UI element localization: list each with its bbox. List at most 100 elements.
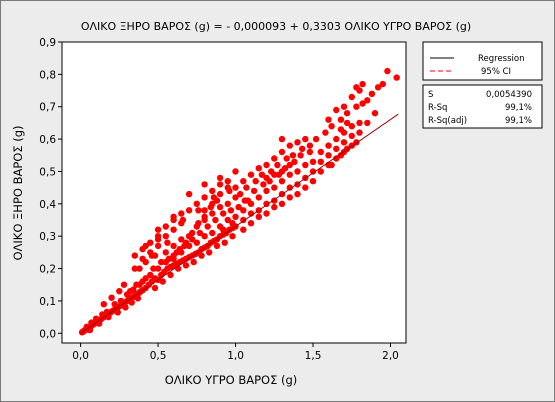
data-point <box>356 119 363 127</box>
data-point <box>302 161 309 169</box>
data-point <box>127 288 134 295</box>
legend-box <box>422 41 543 81</box>
data-point <box>299 145 306 152</box>
data-point <box>309 158 317 165</box>
data-point <box>147 239 154 246</box>
data-point <box>271 171 278 178</box>
data-point <box>213 197 221 204</box>
data-point <box>255 194 262 201</box>
data-point <box>241 197 248 204</box>
y-tick-label: 0,7 <box>39 102 56 114</box>
data-point <box>159 278 166 285</box>
data-point <box>240 207 247 214</box>
data-point <box>189 229 196 237</box>
data-point <box>154 236 162 243</box>
data-point <box>252 178 259 185</box>
data-point <box>328 123 335 130</box>
data-point <box>216 190 224 198</box>
data-point <box>274 161 281 169</box>
data-point <box>178 236 185 243</box>
data-point <box>247 220 255 227</box>
data-point <box>162 223 169 230</box>
y-tick-label: 0,3 <box>39 231 56 243</box>
data-point <box>209 210 216 217</box>
data-point <box>204 223 211 230</box>
data-point <box>195 220 202 227</box>
data-point <box>302 135 309 143</box>
data-point <box>142 242 149 250</box>
data-point <box>227 207 235 214</box>
data-point <box>232 168 239 175</box>
data-point <box>201 213 208 220</box>
data-point <box>182 262 190 269</box>
stats-rsq-label: R-Sq <box>428 103 447 113</box>
data-point <box>353 103 360 110</box>
stats-rsq-value: 99,1% <box>505 103 532 113</box>
data-point <box>343 110 351 117</box>
data-point <box>271 203 278 211</box>
data-point <box>216 181 224 188</box>
y-axis-label: ΟΛΙΚΟ ΞΗΡΟ ΒΑΡΟΣ (g) <box>11 125 25 260</box>
data-point <box>286 171 293 178</box>
data-point <box>131 252 138 259</box>
data-point <box>116 288 123 295</box>
data-point <box>220 210 227 217</box>
data-point <box>134 295 142 302</box>
data-point <box>100 301 108 308</box>
data-point <box>393 74 400 81</box>
data-point <box>165 255 173 262</box>
data-point <box>317 168 324 175</box>
data-point <box>333 145 340 152</box>
data-point <box>185 190 193 198</box>
data-point <box>278 178 286 185</box>
data-point <box>309 178 317 185</box>
data-point <box>291 158 298 165</box>
data-point <box>258 171 266 178</box>
data-point <box>167 271 174 279</box>
data-point <box>128 299 135 306</box>
data-point <box>201 233 208 240</box>
data-point <box>337 126 345 133</box>
data-point <box>271 184 278 191</box>
data-point <box>170 255 177 262</box>
data-point <box>263 210 270 217</box>
stats-rsqadj-label: R-Sq(adj) <box>428 116 467 126</box>
x-tick-label: 1,0 <box>227 350 244 362</box>
data-point <box>111 301 118 308</box>
data-point <box>133 281 140 288</box>
data-point <box>142 258 149 266</box>
data-point <box>213 242 221 250</box>
data-point <box>179 216 187 224</box>
legend-regression-label: Regression <box>478 54 525 64</box>
chart-title: ΟΛΙΚΟ ΞΗΡΟ ΒΑΡΟΣ (g) = - 0,000093 + 0,33… <box>81 20 471 33</box>
data-point <box>229 233 236 240</box>
data-point <box>297 152 304 159</box>
data-point <box>190 258 197 266</box>
data-point <box>92 315 100 322</box>
data-point <box>209 187 216 195</box>
data-point <box>263 187 270 195</box>
data-point <box>232 194 239 201</box>
data-point <box>379 80 386 88</box>
data-point <box>216 203 224 211</box>
data-point <box>294 168 301 175</box>
data-point <box>278 200 286 207</box>
data-point <box>176 245 183 253</box>
data-point <box>286 161 293 169</box>
data-point <box>114 309 122 316</box>
data-point <box>337 116 345 123</box>
data-point <box>229 220 236 227</box>
x-tick-label: 2,0 <box>382 350 399 362</box>
data-point <box>221 239 228 246</box>
data-point <box>235 203 242 211</box>
data-point <box>216 174 224 182</box>
data-point <box>240 178 247 185</box>
y-tick-label: 0,9 <box>39 37 56 49</box>
data-point <box>359 80 366 88</box>
data-point <box>122 304 129 311</box>
data-point <box>96 320 103 327</box>
data-point <box>348 132 355 140</box>
x-axis-label: ΟΛΙΚΟ ΥΓΡΟ ΒΑΡΟΣ (g) <box>165 373 298 387</box>
data-point <box>353 84 360 91</box>
data-point <box>150 265 157 272</box>
